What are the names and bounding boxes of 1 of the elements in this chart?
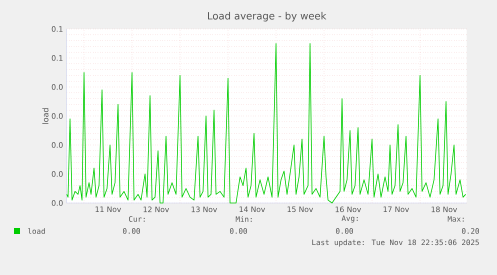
chart-title: Load average - by week xyxy=(208,12,326,22)
